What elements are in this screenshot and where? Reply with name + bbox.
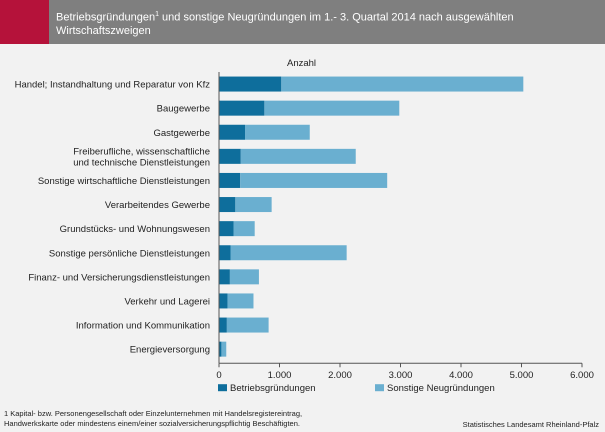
bar-segment-sonstige xyxy=(240,148,356,164)
bar-segment-sonstige xyxy=(226,317,269,333)
legend-label: Betriebsgründungen xyxy=(230,383,316,394)
bar-segment-betrieb xyxy=(219,269,230,285)
category-label: Verkehr und Lagerei xyxy=(124,296,210,307)
bar-segment-betrieb xyxy=(219,172,241,188)
category-label: Verarbeitendes Gewerbe xyxy=(105,200,210,211)
header-accent-block xyxy=(0,0,49,44)
x-axis-group: 0 1.000 2.000 3.000 4.000 5.000 6.000 xyxy=(216,72,594,381)
footnote-line-1: 1 Kapital- bzw. Personengesellschaft ode… xyxy=(4,409,303,418)
bars-group xyxy=(219,76,524,357)
category-label: Finanz- und Versicherungsdienstleistunge… xyxy=(28,272,210,283)
bar-segment-sonstige xyxy=(240,172,388,188)
category-label: Freiberufliche, wissenschaftliche xyxy=(73,146,210,157)
bar-segment-betrieb xyxy=(219,124,246,140)
category-label: Sonstige wirtschaftliche Dienstleistunge… xyxy=(38,176,210,187)
category-label: Grundstücks- und Wohnungswesen xyxy=(60,224,210,235)
legend-swatch xyxy=(218,384,227,392)
title-part1: Betriebsgründungen xyxy=(56,11,156,24)
bar-segment-sonstige xyxy=(245,124,310,140)
title-footnote-marker: 1 xyxy=(155,11,159,18)
footnote: 1 Kapital- bzw. Personengesellschaft ode… xyxy=(4,409,404,428)
bar-segment-sonstige xyxy=(233,221,255,237)
bar-segment-betrieb xyxy=(219,148,241,164)
category-label: Information und Kommunikation xyxy=(76,321,210,332)
bar-segment-betrieb xyxy=(219,341,222,357)
bar-segment-sonstige xyxy=(221,341,227,357)
category-label: Energieversorgung xyxy=(130,345,210,356)
bar-segment-betrieb xyxy=(219,100,265,116)
footnote-line-2: Handwerkskarte oder mindestens einem/ein… xyxy=(4,418,300,428)
bar-segment-betrieb xyxy=(219,245,231,261)
bar-segment-sonstige xyxy=(230,245,347,261)
category-label: und technische Dienstleistungen xyxy=(73,157,210,168)
x-tick-label: 3.000 xyxy=(389,370,413,381)
legend: Betriebsgründungen Sonstige Neugründungen xyxy=(218,383,495,394)
source-credit: Statistisches Landesamt Rheinland-Pfalz xyxy=(462,420,599,429)
bar-segment-betrieb xyxy=(219,317,227,333)
legend-swatch xyxy=(375,384,384,392)
title-part2: und sonstige Neugründungen im 1.- 3. Qua… xyxy=(56,11,514,37)
bar-segment-sonstige xyxy=(229,269,259,285)
category-label: Gastgewerbe xyxy=(153,128,210,139)
x-tick-label: 1.000 xyxy=(268,370,292,381)
bar-segment-sonstige xyxy=(264,100,400,116)
legend-label: Sonstige Neugründungen xyxy=(387,383,495,394)
category-label: Baugewerbe xyxy=(157,104,210,115)
category-label: Handel; Instandhaltung und Reparatur von… xyxy=(15,80,211,91)
x-tick-label: 2.000 xyxy=(328,370,352,381)
bar-segment-sonstige xyxy=(227,293,254,309)
bar-segment-betrieb xyxy=(219,221,234,237)
category-label: Sonstige persönliche Dienstleistungen xyxy=(49,248,210,259)
x-tick-label: 0 xyxy=(216,370,221,381)
category-labels-group: Handel; Instandhaltung und Reparatur von… xyxy=(15,80,211,356)
bar-segment-sonstige xyxy=(281,76,524,92)
x-tick-label: 5.000 xyxy=(510,370,534,381)
header-bar xyxy=(0,0,605,44)
chart-title: Betriebsgründungen1 und sonstige Neugrün… xyxy=(56,8,596,38)
axis-unit-label: Anzahl xyxy=(287,58,316,69)
x-tick-label: 4.000 xyxy=(449,370,473,381)
bar-segment-betrieb xyxy=(219,76,282,92)
bar-segment-betrieb xyxy=(219,293,228,309)
x-tick-label: 6.000 xyxy=(570,370,594,381)
bar-segment-betrieb xyxy=(219,197,236,213)
bar-segment-sonstige xyxy=(235,197,272,213)
stacked-bar-chart: Anzahl Handel; Instandhaltung und Repara… xyxy=(15,58,594,394)
